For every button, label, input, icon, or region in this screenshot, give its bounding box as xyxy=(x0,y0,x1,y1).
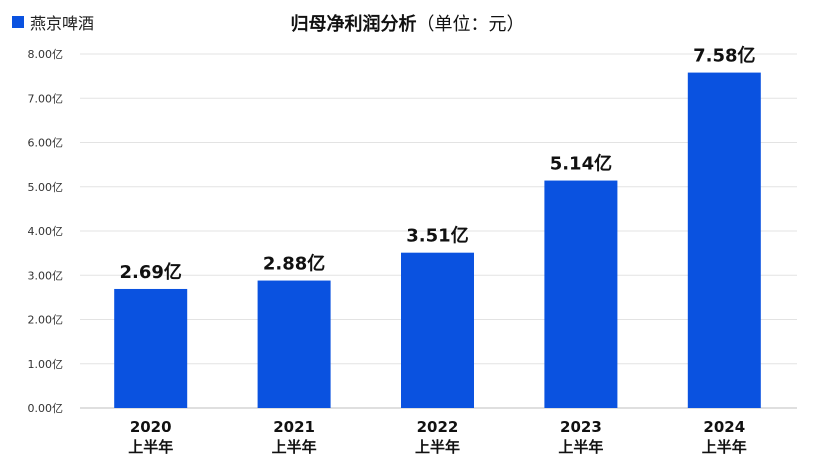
data-label: 2.69亿 xyxy=(119,261,181,283)
y-tick-label: 1.00亿 xyxy=(28,358,64,371)
bar xyxy=(544,180,618,408)
y-tick-label: 7.00亿 xyxy=(28,92,64,105)
x-tick-label: 上半年 xyxy=(415,438,460,456)
data-label: 3.51亿 xyxy=(406,225,468,247)
data-label: 7.58亿 xyxy=(693,45,755,67)
y-tick-label: 4.00亿 xyxy=(28,225,64,238)
bar xyxy=(257,280,331,408)
chart-title: 归母净利润分析（单位：元） xyxy=(0,10,815,36)
bar xyxy=(401,252,474,408)
x-tick-label: 上半年 xyxy=(702,438,747,456)
bar xyxy=(114,288,188,408)
x-tick-label: 2020 xyxy=(130,418,172,436)
y-tick-label: 6.00亿 xyxy=(28,137,64,150)
legend: 燕京啤酒 xyxy=(12,10,94,34)
y-tick-label: 8.00亿 xyxy=(28,48,64,61)
data-label: 5.14亿 xyxy=(550,153,612,175)
x-tick-label: 上半年 xyxy=(558,438,603,456)
legend-label: 燕京啤酒 xyxy=(30,14,95,33)
x-tick-label: 2021 xyxy=(273,418,315,436)
y-tick-label: 2.00亿 xyxy=(28,314,64,327)
bar xyxy=(687,72,761,409)
x-tick-label: 2024 xyxy=(703,418,745,436)
x-tick-label: 上半年 xyxy=(272,438,317,456)
chart-title-main: 归母净利润分析 xyxy=(290,14,417,35)
y-tick-label: 3.00亿 xyxy=(28,269,64,282)
y-tick-label: 0.00亿 xyxy=(28,402,64,415)
x-tick-label: 2023 xyxy=(560,418,602,436)
data-label: 2.88亿 xyxy=(263,253,325,275)
legend-swatch xyxy=(12,16,24,28)
y-tick-label: 5.00亿 xyxy=(28,181,64,194)
x-tick-label: 2022 xyxy=(417,418,459,436)
x-tick-label: 上半年 xyxy=(128,438,173,456)
chart-title-unit: （单位：元） xyxy=(416,14,525,35)
